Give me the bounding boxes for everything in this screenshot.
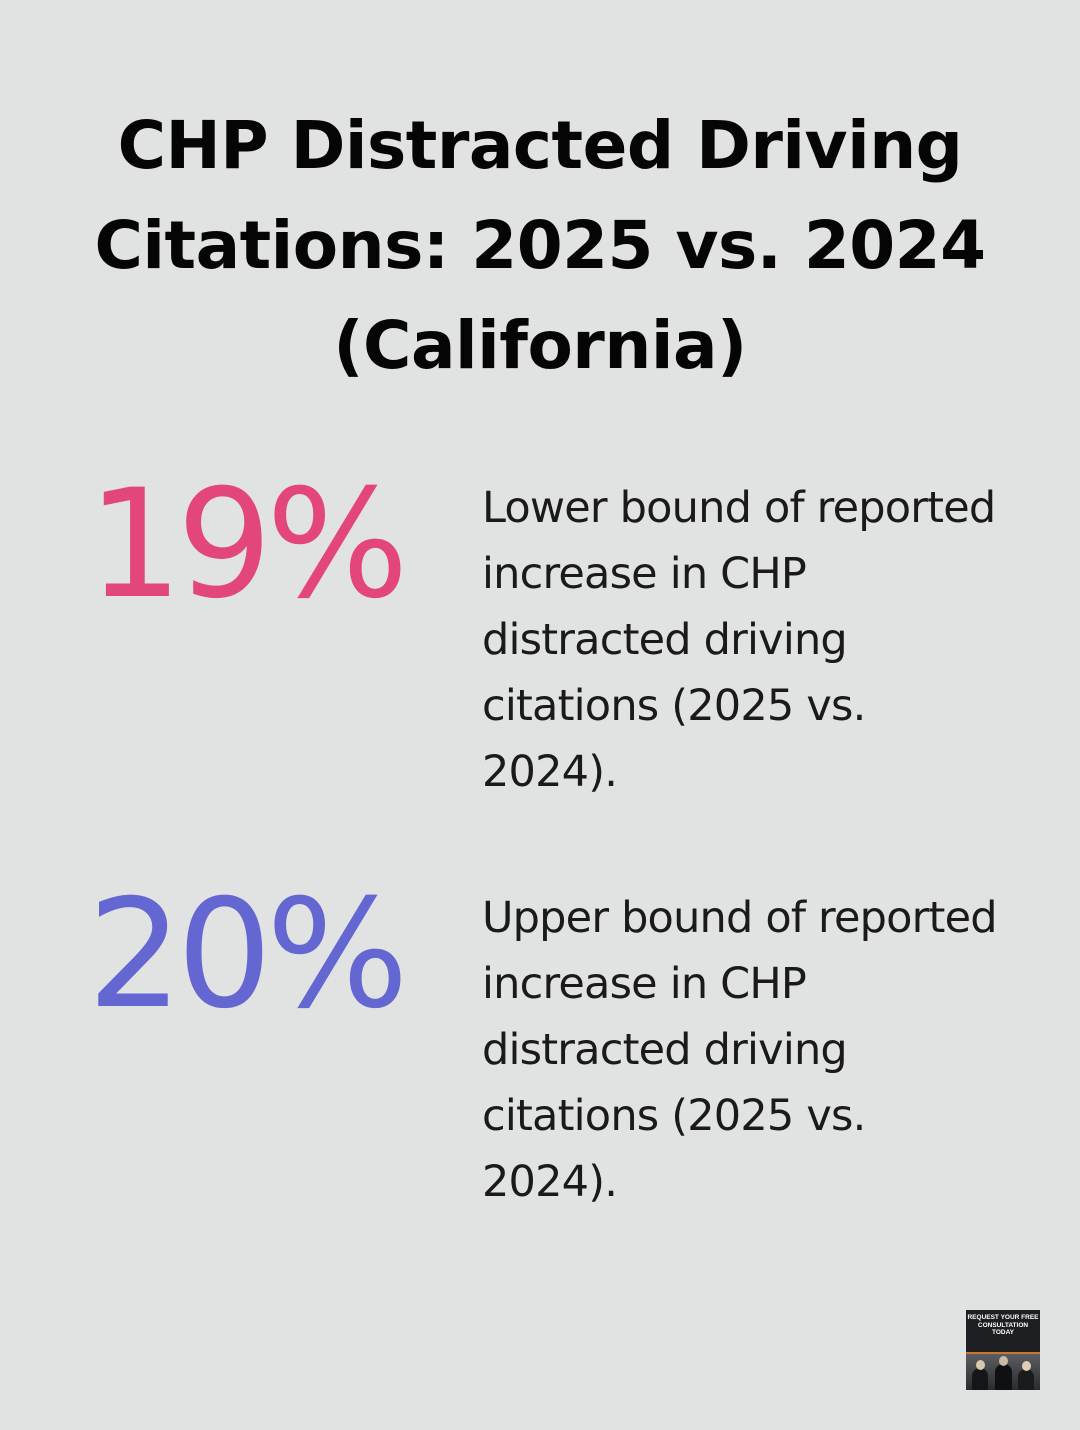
person-figure (995, 1356, 1012, 1390)
consultation-cta-button[interactable]: REQUEST YOUR FREE CONSULTATION TODAY (966, 1310, 1040, 1390)
page-title: CHP Distracted Driving Citations: 2025 v… (94, 107, 986, 384)
person-figure (1018, 1361, 1034, 1390)
stat-value: 20% (87, 868, 408, 1042)
cta-divider (966, 1352, 1040, 1354)
stat-description: Lower bound of reported increase in CHP … (482, 483, 996, 797)
person-figure (972, 1360, 988, 1390)
cta-label: REQUEST YOUR FREE CONSULTATION TODAY (967, 1314, 1039, 1336)
attorneys-photo (966, 1354, 1040, 1390)
stat-value: 19% (87, 458, 408, 632)
stat-description: Upper bound of reported increase in CHP … (482, 893, 998, 1207)
